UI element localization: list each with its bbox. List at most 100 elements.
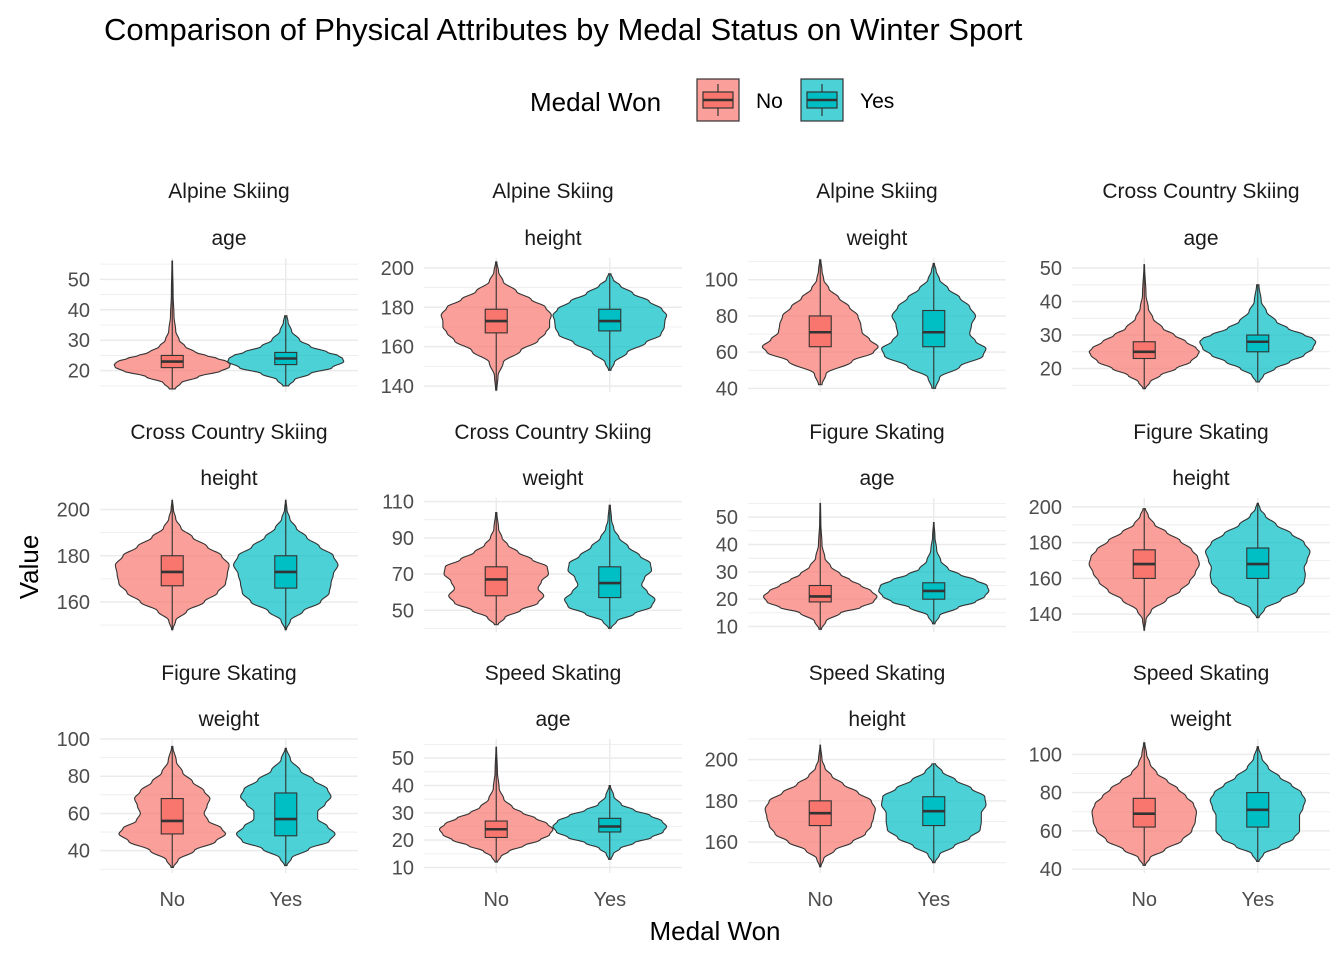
facet-strip-sport: Figure Skating [1133,421,1268,444]
box-no [808,584,832,603]
y-tick-label: 40 [68,300,90,322]
facet-panel: Cross Country Skiing weight 50 70 90 110 [382,421,682,632]
facet-strip-sport: Alpine Skiing [492,180,613,203]
y-tick-label: 180 [705,791,738,813]
chart-title: Comparison of Physical Attributes by Med… [104,12,1023,47]
box-no [1132,341,1156,360]
x-tick-label: No [483,889,509,911]
y-tick-label: 200 [1029,497,1062,519]
y-tick-label: 100 [57,729,90,751]
y-tick-label: 30 [68,330,90,352]
facet-strip-attribute: age [535,708,570,731]
y-tick-label: 30 [392,803,414,825]
facet-panel: Figure Skating weight 40 60 80 100 No Yes [57,662,358,911]
y-tick-label: 40 [68,841,90,863]
box-yes [1246,334,1270,353]
facet-strip-attribute: height [200,467,257,490]
y-tick-label: 110 [382,492,414,514]
facet-panel: Figure Skating age 10 20 30 40 50 [716,421,1006,639]
facet-panel: Cross Country Skiing height 160 180 200 [57,421,358,632]
y-tick-label: 80 [716,306,738,328]
y-tick-label: 10 [392,858,414,880]
y-tick-label: 200 [705,750,738,772]
facet-panel: Speed Skating height 160 180 200 No Yes [705,662,1006,911]
y-tick-label: 140 [1029,604,1062,626]
y-tick-label: 50 [1040,258,1062,280]
y-tick-label: 60 [1040,821,1062,843]
y-tick-label: 80 [68,766,90,788]
x-tick-label: Yes [593,889,626,911]
facet-strip-attribute: weight [846,227,908,250]
facet-panel: Alpine Skiing weight 40 60 80 100 [705,180,1006,400]
y-tick-label: 20 [716,589,738,611]
y-tick-label: 180 [57,546,90,568]
facet-strip-sport: Cross Country Skiing [1102,180,1299,203]
facet-strip-sport: Alpine Skiing [168,180,289,203]
facet-panel: Speed Skating age 10 20 30 40 50 No Yes [392,662,682,911]
y-axis-title: Value [14,535,44,600]
facet-strip-attribute: height [848,708,905,731]
facet-panel: Figure Skating height 140 160 180 200 [1029,421,1330,633]
y-tick-label: 200 [381,258,414,280]
legend-label-no: No [756,90,783,113]
x-axis-title: Medal Won [649,916,780,946]
y-tick-label: 30 [1040,325,1062,347]
facet-panels: Alpine Skiing age 20 30 40 50 Alpine Skiing hei… [57,180,1330,911]
y-tick-label: 140 [381,376,414,398]
y-tick-label: 160 [705,832,738,854]
y-tick-label: 100 [1029,744,1062,766]
box-yes [922,309,946,348]
box-no [484,566,508,597]
box-yes [274,792,298,837]
facet-strip-attribute: age [859,467,894,490]
legend-title: Medal Won [530,87,661,117]
y-tick-label: 20 [392,830,414,852]
facet-panel: Cross Country Skiing age 20 30 40 50 [1040,180,1330,392]
facet-strip-sport: Figure Skating [161,662,296,685]
facet-strip-attribute: weight [1170,708,1232,731]
y-tick-label: 30 [716,562,738,584]
facet-strip-attribute: age [1183,227,1218,250]
facet-strip-attribute: age [211,227,246,250]
y-tick-label: 180 [381,297,414,319]
y-tick-label: 160 [57,592,90,614]
facet-strip-attribute: weight [198,708,260,731]
x-tick-label: Yes [1241,889,1274,911]
legend-key-no [696,78,740,122]
facet-strip-sport: Cross Country Skiing [130,421,327,444]
y-tick-label: 40 [716,534,738,556]
y-tick-label: 20 [68,361,90,383]
facet-strip-sport: Speed Skating [485,662,622,685]
facet-strip-attribute: weight [522,467,584,490]
legend: Medal Won No Yes [530,78,894,122]
x-tick-label: No [1131,889,1157,911]
box-no [160,798,184,835]
facet-panel: Speed Skating weight 40 60 80 100 No Yes [1029,662,1330,911]
y-tick-label: 200 [57,500,90,522]
x-tick-label: No [159,889,185,911]
x-tick-label: Yes [269,889,302,911]
y-tick-label: 50 [392,600,414,622]
y-tick-label: 60 [68,803,90,825]
facet-strip-sport: Alpine Skiing [816,180,937,203]
y-tick-label: 160 [1029,568,1062,590]
y-tick-label: 40 [716,378,738,400]
facet-panel: Alpine Skiing height 140 160 180 200 [381,180,682,398]
y-tick-label: 160 [381,337,414,359]
y-tick-label: 40 [1040,859,1062,881]
facet-strip-sport: Figure Skating [809,421,944,444]
y-tick-label: 90 [392,528,414,550]
facet-strip-sport: Speed Skating [809,662,946,685]
y-tick-label: 20 [1040,359,1062,381]
y-tick-label: 180 [1029,533,1062,555]
y-tick-label: 50 [392,748,414,770]
facet-strip-attribute: height [1172,467,1229,490]
legend-label-yes: Yes [860,90,894,113]
y-tick-label: 70 [392,564,414,586]
x-tick-label: Yes [917,889,950,911]
facet-strip-attribute: height [524,227,581,250]
y-tick-label: 80 [1040,783,1062,805]
box-yes [598,817,622,833]
facet-strip-sport: Speed Skating [1133,662,1270,685]
